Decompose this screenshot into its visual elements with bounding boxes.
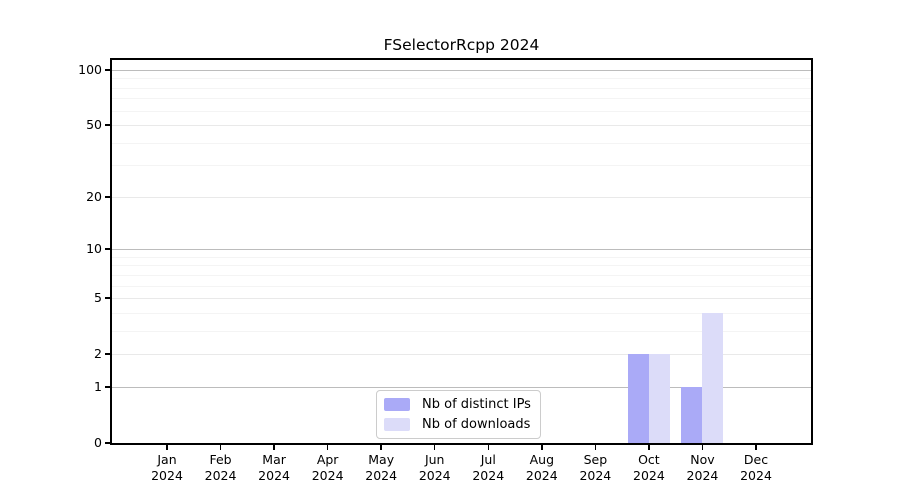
major-gridline [112, 386, 811, 388]
x-tick-label-year: 2024 [151, 467, 183, 483]
x-tick-label-month: Jan [157, 452, 177, 467]
x-tick-label: Jun 2024 [403, 452, 467, 483]
x-tick-label-year: 2024 [311, 467, 344, 483]
x-tick-label: Sep 2024 [563, 452, 627, 483]
y-axis-tick [104, 386, 110, 388]
x-axis-tick [701, 445, 704, 450]
x-tick-label-month: May [368, 452, 395, 467]
x-tick-label-month: Feb [209, 452, 232, 467]
bar-distinct-ips-nov [681, 386, 703, 443]
x-axis-tick [380, 445, 382, 450]
x-tick-label: Dec 2024 [724, 452, 788, 483]
x-tick-label-year: 2024 [472, 467, 505, 483]
bar-distinct-ips-oct [627, 354, 649, 443]
x-tick-label-year: 2024 [633, 467, 665, 483]
major-gridline [112, 298, 811, 300]
x-axis-tick [594, 445, 597, 450]
x-tick-label-month: Nov [690, 452, 715, 467]
x-tick-label: Jan 2024 [135, 452, 199, 483]
x-tick-label-year: 2024 [579, 467, 612, 483]
x-tick-label-year: 2024 [740, 467, 772, 483]
bar-downloads-nov [702, 312, 724, 443]
x-tick-label: Feb 2024 [189, 452, 253, 483]
minor-gridline [112, 98, 811, 100]
x-tick-label-year: 2024 [204, 467, 237, 483]
x-tick-label-year: 2024 [258, 467, 290, 483]
x-tick-label-month: Apr [316, 452, 339, 467]
y-tick-label: 1 [94, 378, 102, 394]
legend-label: Nb of downloads [422, 417, 531, 432]
legend-row: Nb of downloads [384, 415, 531, 434]
legend-swatch [384, 418, 410, 431]
x-tick-label-month: Aug [529, 452, 555, 467]
x-tick-label-year: 2024 [686, 467, 719, 483]
x-tick-label: Mar 2024 [242, 452, 306, 483]
x-tick-label: Jul 2024 [456, 452, 520, 483]
y-tick-label: 0 [94, 435, 102, 450]
y-axis-tick [104, 297, 110, 299]
x-tick-label: Apr 2024 [296, 452, 360, 483]
chart-title: FSelectorRcpp 2024 [383, 36, 540, 54]
y-axis-tick [104, 196, 110, 198]
y-tick-label: 10 [86, 241, 102, 257]
major-gridline [112, 354, 811, 356]
minor-gridline [112, 285, 811, 287]
x-tick-label-year: 2024 [365, 467, 398, 483]
x-axis-tick [755, 445, 757, 450]
x-tick-label: Oct 2024 [617, 452, 681, 483]
legend-row: Nb of distinct IPs [384, 395, 531, 414]
bar-downloads-oct [648, 354, 670, 443]
y-axis-tick [104, 248, 110, 250]
minor-gridline [112, 312, 811, 314]
x-tick-label-year: 2024 [418, 467, 451, 483]
x-tick-label: Nov 2024 [670, 452, 734, 483]
major-gridline [112, 69, 811, 71]
minor-gridline [112, 274, 811, 276]
plot-area: Nb of distinct IPs Nb of downloads [110, 58, 813, 445]
x-axis-tick [166, 445, 168, 450]
minor-gridline [112, 87, 811, 89]
legend-label: Nb of distinct IPs [422, 397, 531, 412]
x-axis-tick [273, 445, 275, 450]
x-tick-label-month: Jul [480, 452, 496, 467]
x-tick-label-month: Sep [583, 452, 608, 467]
minor-gridline [112, 330, 811, 332]
y-axis-tick [104, 353, 110, 355]
x-tick-label: Aug 2024 [510, 452, 574, 483]
y-axis-tick [104, 124, 110, 126]
x-tick-label-month: Oct [638, 452, 660, 467]
y-axis-tick [104, 442, 110, 444]
x-axis-tick [487, 445, 490, 450]
minor-gridline [112, 256, 811, 258]
minor-gridline [112, 78, 811, 80]
minor-gridline [112, 142, 811, 144]
x-tick-label-month: Jun [424, 452, 445, 467]
x-axis-tick [433, 445, 436, 450]
minor-gridline [112, 110, 811, 112]
y-tick-label: 50 [86, 117, 102, 133]
x-axis-tick [326, 445, 329, 450]
x-tick-label-year: 2024 [525, 467, 558, 483]
x-axis-tick [541, 445, 543, 450]
minor-gridline [112, 165, 811, 167]
y-tick-label: 100 [78, 61, 102, 77]
y-tick-label: 20 [86, 188, 102, 204]
legend: Nb of distinct IPs Nb of downloads [376, 390, 541, 439]
major-gridline [112, 196, 811, 198]
x-tick-label: May 2024 [349, 452, 413, 483]
major-gridline [112, 249, 811, 251]
major-gridline [112, 125, 811, 127]
x-tick-label-month: Dec [743, 452, 769, 467]
y-axis-tick [104, 69, 110, 71]
legend-swatch [384, 398, 410, 411]
minor-gridline [112, 265, 811, 267]
x-axis-tick [648, 445, 650, 450]
y-tick-label: 5 [94, 290, 102, 306]
x-tick-label-month: Mar [262, 452, 286, 467]
y-tick-label: 2 [94, 346, 102, 362]
x-axis-tick [219, 445, 222, 450]
